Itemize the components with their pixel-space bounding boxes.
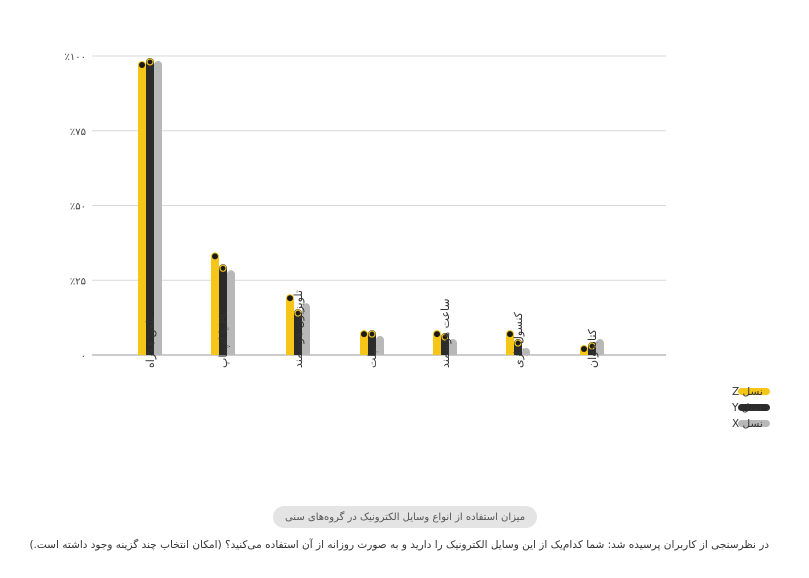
bar — [588, 346, 596, 355]
bar-marker — [514, 339, 522, 347]
y-tick-label: ٪۵۰ — [70, 202, 86, 213]
bar-marker — [139, 61, 145, 68]
bar-marker — [581, 346, 587, 353]
legend-swatch — [738, 404, 770, 411]
bar-marker — [441, 333, 449, 341]
bar — [219, 268, 227, 355]
chart-title: میزان استفاده از انواع وسایل الکترونیک د… — [273, 506, 537, 528]
bar — [368, 334, 376, 355]
bar-marker — [434, 331, 440, 338]
bar — [514, 343, 522, 355]
survey-question-text: در نظرسنجی از کاربران پرسیده شد: شما کدا… — [29, 539, 769, 551]
bar — [227, 274, 235, 355]
y-tick-label: ٪۷۵ — [70, 127, 86, 138]
bar — [449, 343, 457, 355]
legend-label: نسل Y — [731, 402, 762, 414]
bar — [360, 334, 368, 355]
bar — [146, 61, 154, 355]
bar-cap — [227, 270, 235, 279]
bar — [376, 340, 384, 355]
legend-label: نسل Z — [732, 386, 763, 398]
bar-marker — [219, 264, 227, 272]
bar-cap — [522, 348, 530, 357]
bar-marker — [287, 295, 293, 302]
x-tick-label: تلفن همراه — [144, 317, 157, 368]
bar-marker — [588, 342, 596, 350]
x-tick-label: تبلت — [366, 347, 379, 368]
bar — [596, 343, 604, 355]
bar — [294, 313, 302, 355]
x-tick-label: ساعت هوشمند — [439, 298, 452, 368]
x-tick-label: کتابخوان — [586, 328, 599, 368]
bar — [302, 307, 310, 355]
legend-label: نسل X — [732, 418, 763, 430]
bar-cap — [376, 336, 384, 345]
x-tick-label: PC یا لپ‌تاپ — [217, 309, 230, 368]
bar-cap — [596, 339, 604, 348]
bar-marker — [294, 309, 302, 317]
bar — [506, 334, 514, 355]
x-tick-label: کنسول بازی — [512, 311, 525, 368]
y-tick-label: ۰ — [81, 351, 86, 362]
bar-cap — [449, 339, 457, 348]
bar — [441, 337, 449, 355]
y-tick-label: ٪۲۵ — [70, 276, 86, 287]
bar-cap — [302, 303, 310, 312]
bar — [286, 298, 294, 355]
bar — [211, 256, 219, 355]
bar — [433, 334, 441, 355]
bar — [154, 64, 162, 355]
bar-marker — [361, 331, 367, 338]
x-tick-label: تلویزیون هوشمند — [292, 290, 305, 368]
legend-swatch — [738, 388, 770, 395]
chart: ۰ ٪۲۵ ٪۵۰ ٪۷۵ ٪۱۰۰ تلفن همراه PC یا لپ‌تاپ تلوی… — [65, 52, 770, 430]
bar — [138, 64, 146, 355]
y-tick-label: ٪۱۰۰ — [65, 52, 86, 63]
legend-swatch — [738, 420, 770, 427]
bar-marker — [368, 330, 376, 338]
bar-marker — [212, 253, 218, 260]
bar-cap — [154, 60, 162, 69]
bar-marker — [507, 331, 513, 338]
bar-marker — [146, 58, 154, 66]
